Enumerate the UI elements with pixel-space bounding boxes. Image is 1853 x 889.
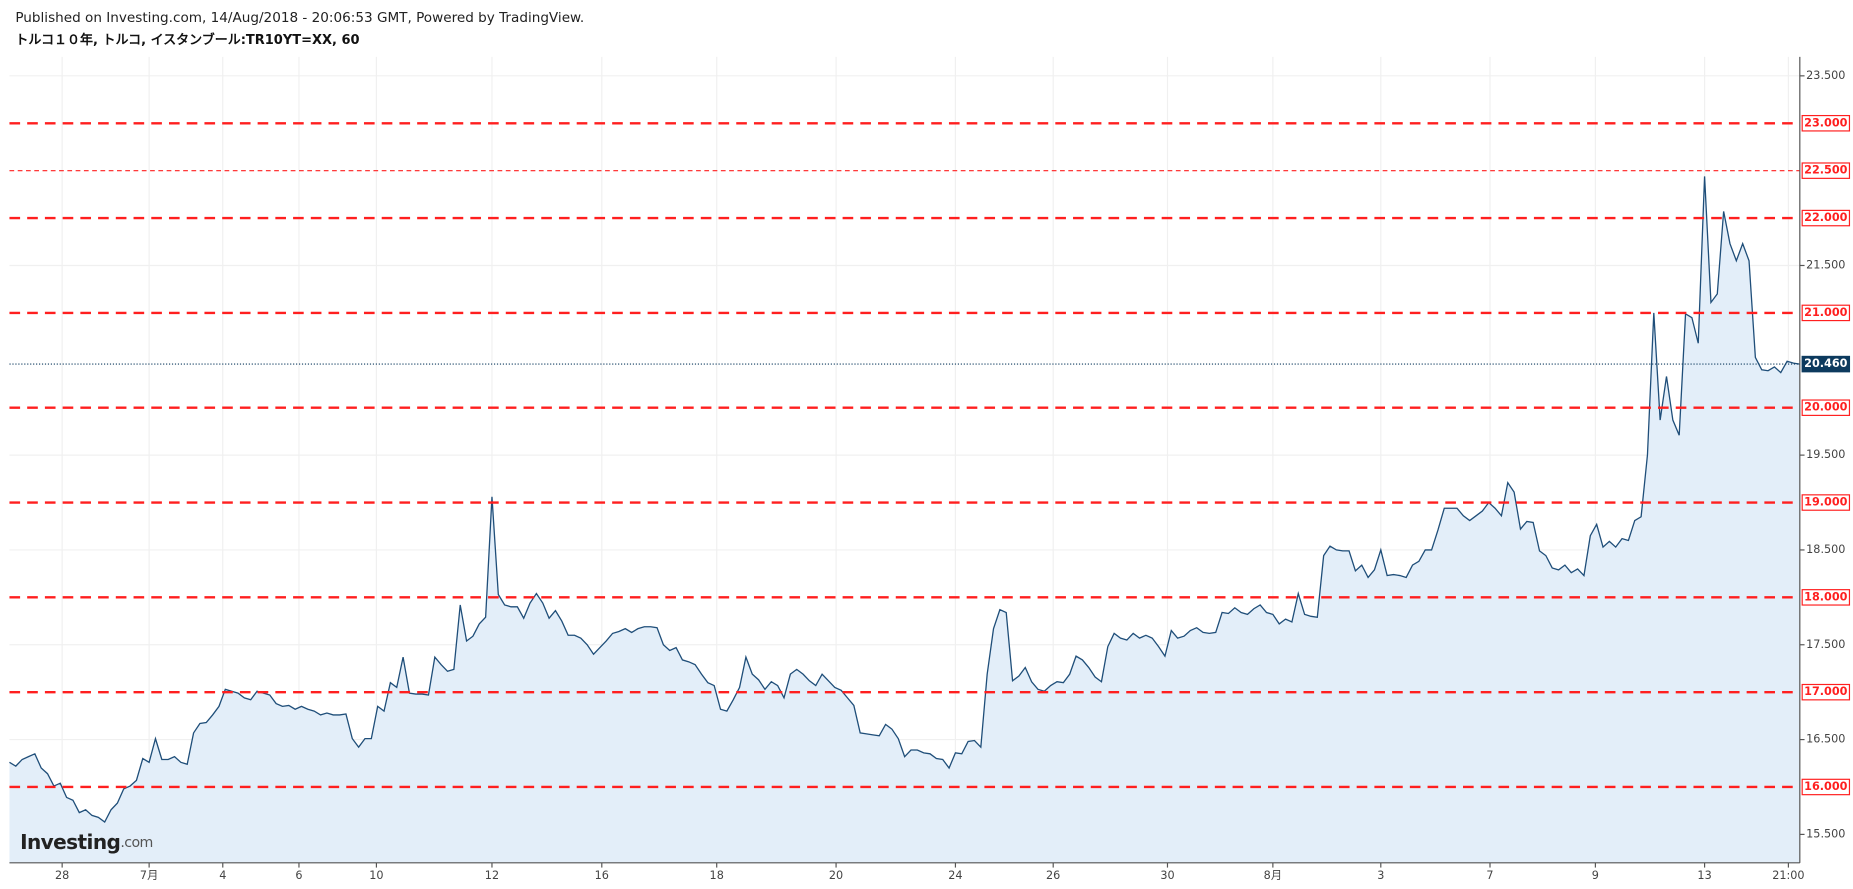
x-tick-label: 7月	[140, 869, 158, 882]
level-label-box	[1801, 399, 1851, 416]
x-tick-label: 7	[1486, 869, 1493, 882]
logo: Investing.com	[20, 829, 153, 853]
x-tick-label: 30	[1160, 869, 1174, 882]
y-tick-label: 21.500	[1806, 258, 1845, 271]
level-label: 22.000	[1804, 211, 1847, 224]
level-label-box	[1801, 209, 1851, 227]
x-tick-label: 26	[1046, 869, 1060, 882]
y-tick-label: 19.500	[1806, 448, 1845, 461]
chart-subtitle: トルコ１０年, トルコ, イスタンブール:TR10YT=XX, 60	[15, 32, 359, 48]
x-tick-label: 4	[219, 869, 226, 882]
x-tick-label: 13	[1697, 869, 1711, 882]
x-tick-label: 20	[829, 869, 843, 882]
level-label-box	[1801, 589, 1851, 606]
level-label: 16.000	[1804, 780, 1847, 793]
x-tick-label: 24	[948, 869, 962, 882]
level-label: 18.000	[1804, 590, 1847, 603]
y-tick-label: 15.500	[1806, 827, 1845, 840]
level-label-box	[1801, 494, 1851, 511]
level-label: 20.000	[1804, 401, 1847, 414]
y-tick-label: 23.500	[1806, 69, 1845, 82]
y-tick-label: 18.500	[1806, 543, 1845, 556]
x-tick-label: 12	[485, 869, 499, 882]
y-tick-label: 16.500	[1806, 733, 1845, 746]
level-label-box	[1801, 162, 1851, 179]
level-label-box	[1801, 683, 1851, 701]
level-label-box	[1801, 304, 1851, 322]
x-tick-label: 3	[1377, 869, 1384, 882]
y-tick-label: 17.500	[1806, 638, 1845, 651]
x-tick-label: 8月	[1264, 869, 1282, 882]
x-tick-label: 9	[1592, 869, 1599, 882]
price-line	[9, 176, 1800, 824]
level-label-box	[1801, 355, 1851, 373]
chart-title: Published on Investing.com, 14/Aug/2018 …	[15, 10, 584, 26]
x-tick-label: 18	[710, 869, 724, 882]
x-tick-label: 16	[595, 869, 609, 882]
logo-suffix: .com	[120, 835, 152, 851]
level-label-box	[1801, 778, 1851, 796]
level-label: 19.000	[1804, 496, 1847, 509]
level-label: 23.000	[1804, 116, 1847, 129]
plot: 28 7月 4 6 10 12 16 18 20 24 26 30 8月 3 7 9 13 21:00 15.500…	[9, 56, 1851, 882]
x-tick-label: 28	[55, 869, 69, 882]
level-label: 20.460	[1804, 357, 1847, 370]
level-label: 17.000	[1804, 685, 1847, 698]
level-label: 21.000	[1804, 306, 1847, 319]
x-tick-label: 6	[295, 869, 302, 882]
level-label-box	[1801, 114, 1851, 132]
logo-text: Investing	[20, 829, 120, 853]
level-label: 22.500	[1804, 164, 1847, 177]
x-tick-label: 21:00	[1772, 869, 1804, 882]
x-tick-label: 10	[369, 869, 383, 882]
